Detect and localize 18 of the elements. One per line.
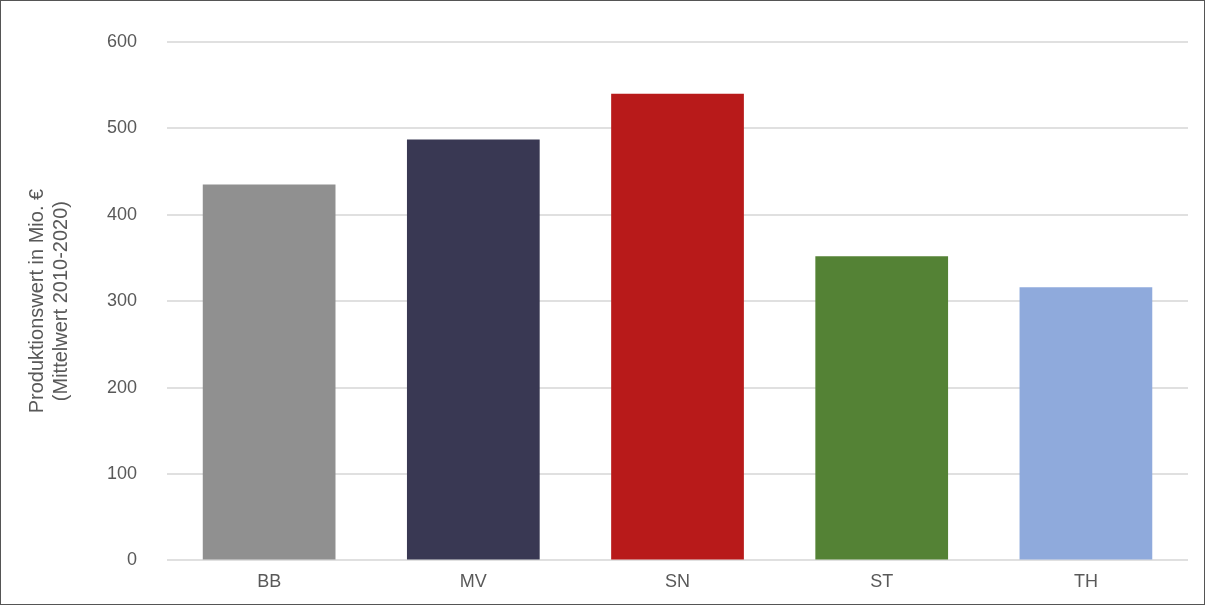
bar [1019,287,1153,560]
x-tick-label: BB [257,571,282,592]
y-tick-label: 500 [106,117,138,138]
y-tick-label: 400 [106,203,138,224]
x-tick-label: MV [459,571,487,592]
bar [611,93,744,560]
y-tick-label: 0 [127,549,138,570]
x-tick-label: ST [870,571,894,592]
bar [406,139,540,560]
y-axis-title: Produktionswert in Mio. € (Mittelwert 2010-2020) [24,188,71,414]
y-tick-label: 200 [106,376,138,397]
bar [815,256,949,560]
x-tick-label: TH [1073,571,1098,592]
y-tick-label: 100 [106,462,138,483]
y-tick-label: 600 [106,30,138,51]
x-tick-label: SN [665,571,691,592]
bar [202,184,336,560]
y-tick-label: 300 [106,290,138,311]
